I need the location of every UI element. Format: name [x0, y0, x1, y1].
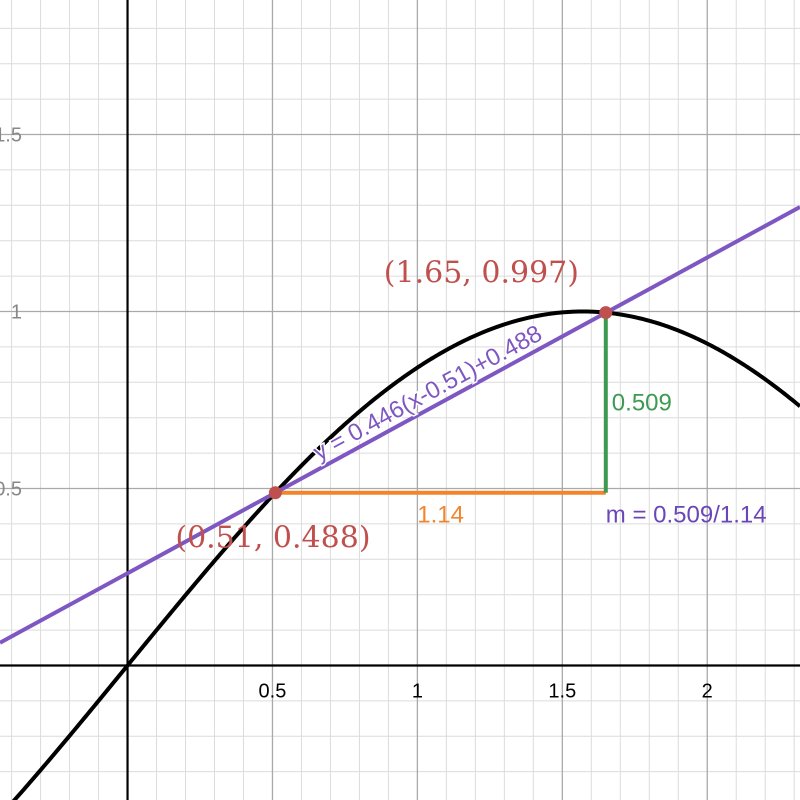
tangent-line: [0, 205, 800, 645]
y-tick-label: 1.5: [0, 125, 22, 147]
x-tick-label: 0.5: [259, 680, 287, 702]
y-tick-label: 1: [11, 302, 22, 324]
point-marker: [599, 306, 613, 320]
rise-label: 0.509: [612, 390, 672, 417]
points: [268, 306, 613, 500]
run-label: 1.14: [417, 502, 464, 529]
point-label-1: (0.51, 0.488): [175, 521, 370, 556]
y-tick-label: 0.5: [0, 478, 22, 500]
point-label-2: (1.65, 0.997): [384, 256, 579, 291]
sine-curve: [11, 309, 800, 800]
x-tick-label: 1.5: [548, 680, 576, 702]
x-tick-label: 2: [702, 680, 713, 702]
x-tick-label: 1: [412, 680, 423, 702]
point-marker: [268, 486, 282, 500]
tick-labels: 0.5 1 1.5 2 0.5 1 1.5: [0, 125, 713, 703]
slope-annotation: m = 0.509/1.14: [606, 502, 767, 529]
